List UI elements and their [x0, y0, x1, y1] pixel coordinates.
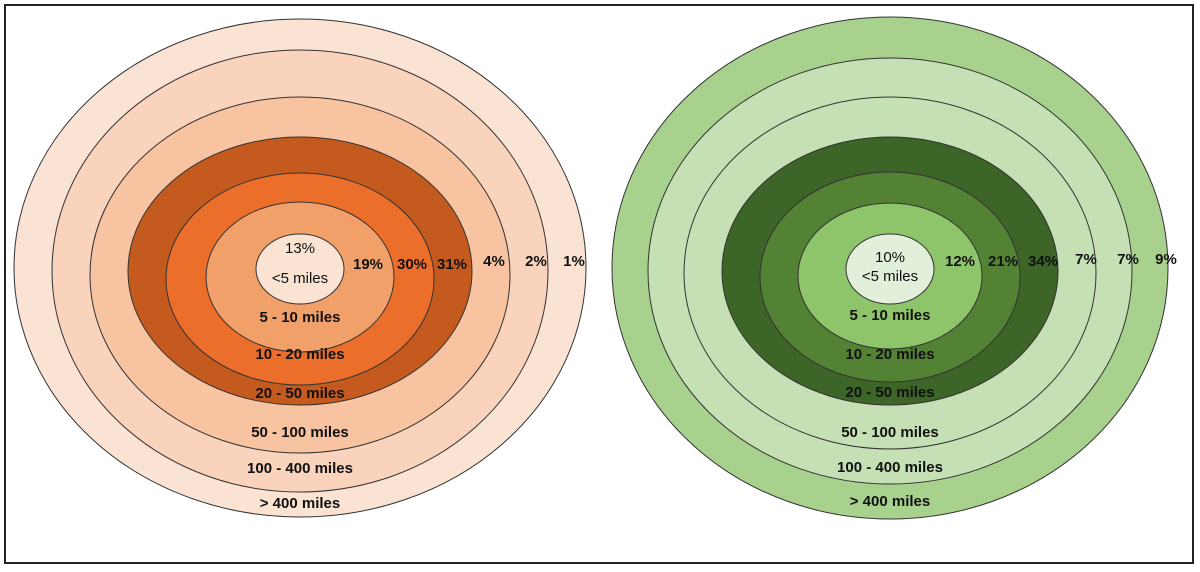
green-percent-1: 12% [945, 253, 975, 270]
orange-ring-label-5: 100 - 400 miles [247, 460, 353, 477]
green-ring-label-5: 100 - 400 miles [837, 459, 943, 476]
green-ring-label-2: 10 - 20 miles [845, 346, 934, 363]
orange-percent-4: 4% [483, 253, 505, 270]
orange-ring-label-0: <5 miles [272, 270, 328, 287]
orange-percent-5: 2% [525, 253, 547, 270]
green-percent-0: 10% [875, 249, 905, 266]
orange-diagram: 13% <5 miles 19% 5 - 10 miles 30% 10 - 20 mil… [13, 18, 587, 518]
orange-ring-label-1: 5 - 10 miles [260, 309, 341, 326]
green-ring-label-6: > 400 miles [850, 493, 930, 510]
green-diagram: 10% <5 miles 12% 5 - 10 miles 21% 10 - 20 mil… [611, 16, 1177, 520]
orange-percent-2: 30% [397, 256, 427, 273]
orange-percent-6: 1% [563, 253, 585, 270]
orange-ring-label-6: > 400 miles [260, 495, 340, 512]
green-ring-label-4: 50 - 100 miles [841, 424, 939, 441]
green-percent-2: 21% [988, 253, 1018, 270]
orange-percent-3: 31% [437, 256, 467, 273]
green-percent-5: 7% [1117, 251, 1139, 268]
orange-ring-0 [255, 233, 345, 305]
green-ring-0 [845, 233, 935, 305]
orange-ring-label-3: 20 - 50 miles [255, 385, 344, 402]
orange-ring-label-4: 50 - 100 miles [251, 424, 349, 441]
green-ring-label-1: 5 - 10 miles [850, 307, 931, 324]
green-ring-label-3: 20 - 50 miles [845, 384, 934, 401]
orange-percent-1: 19% [353, 256, 383, 273]
green-percent-4: 7% [1075, 251, 1097, 268]
orange-ring-label-2: 10 - 20 miles [255, 346, 344, 363]
orange-percent-0: 13% [285, 240, 315, 257]
green-percent-3: 34% [1028, 253, 1058, 270]
green-ring-label-0: <5 miles [862, 268, 918, 285]
green-percent-6: 9% [1155, 251, 1177, 268]
